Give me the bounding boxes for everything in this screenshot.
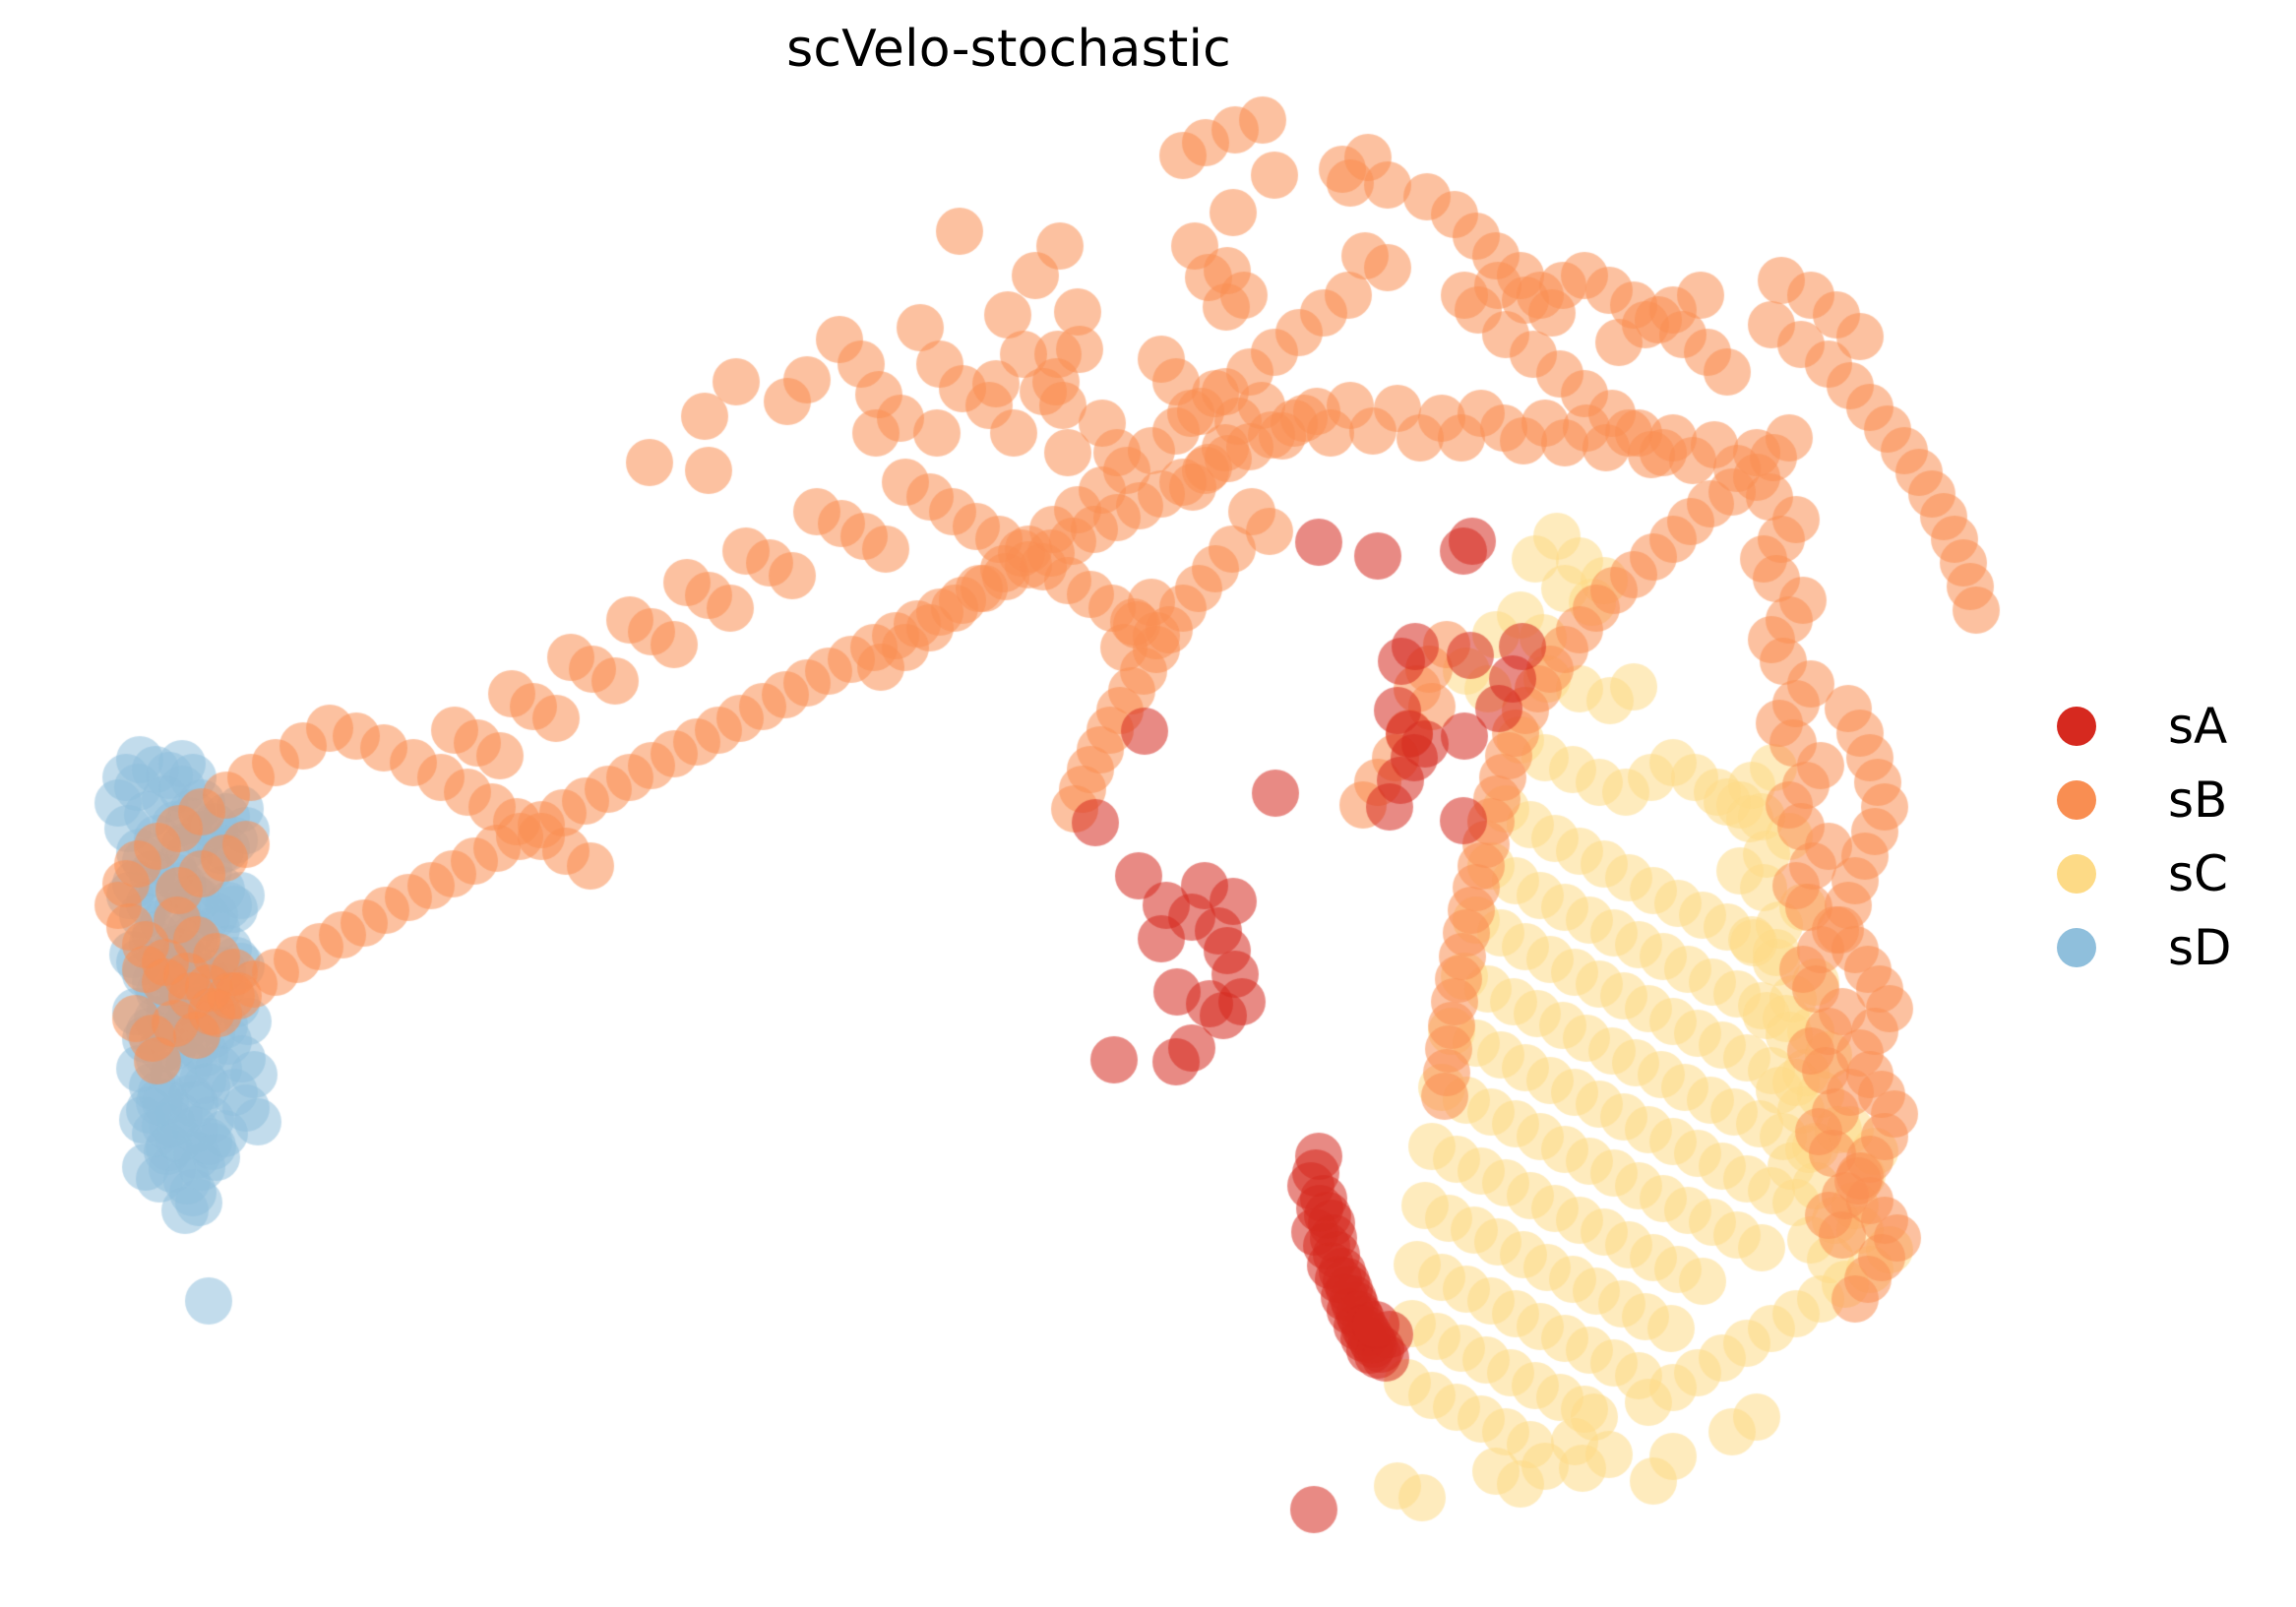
legend-label-sa: sA	[2168, 697, 2228, 755]
legend: sA sB sC sD	[2057, 689, 2283, 984]
legend-item-sc[interactable]: sC	[2057, 836, 2283, 910]
legend-label-sb: sB	[2168, 771, 2228, 829]
legend-item-sb[interactable]: sB	[2057, 763, 2283, 836]
legend-label-sc: sC	[2168, 844, 2228, 902]
legend-swatch-icon	[2057, 853, 2096, 894]
legend-swatch-icon	[2057, 779, 2096, 820]
legend-item-sd[interactable]: sD	[2057, 910, 2283, 984]
legend-swatch-icon	[2057, 706, 2096, 746]
legend-label-sd: sD	[2168, 918, 2232, 976]
legend-item-sa[interactable]: sA	[2057, 689, 2283, 763]
legend-swatch-icon	[2057, 927, 2096, 967]
